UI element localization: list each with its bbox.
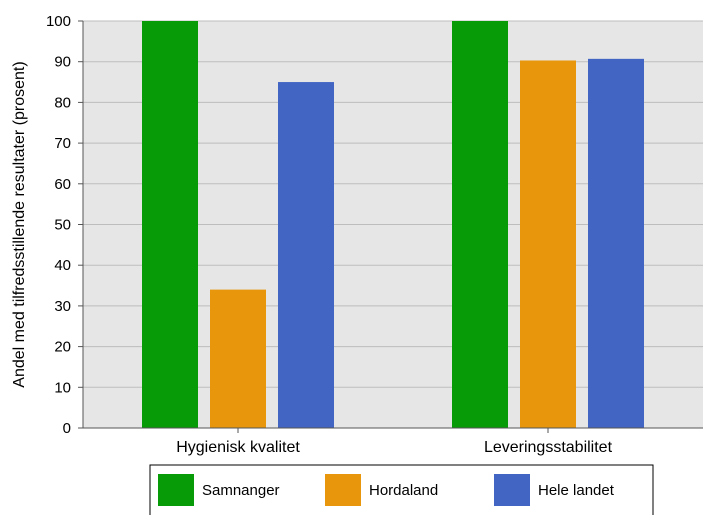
legend-box xyxy=(149,464,654,515)
legend-swatch xyxy=(325,474,361,506)
legend-label: Hordaland xyxy=(369,482,438,499)
legend: Samnanger Hordaland Hele landet xyxy=(149,464,654,515)
bar xyxy=(452,21,508,428)
x-category-label: Leveringsstabilitet xyxy=(484,439,613,456)
y-tick-label: 40 xyxy=(54,257,71,274)
x-category-label: Hygienisk kvalitet xyxy=(176,439,300,456)
legend-label: Samnanger xyxy=(202,482,280,499)
legend-label: Hele landet xyxy=(538,482,615,499)
y-tick-label: 0 xyxy=(63,420,71,437)
axes xyxy=(78,20,703,433)
legend-swatch xyxy=(158,474,194,506)
bar xyxy=(278,82,334,429)
bars xyxy=(142,21,644,429)
y-axis-label: Andel med tilfredsstillende resultater (… xyxy=(11,61,28,387)
bar xyxy=(142,21,198,428)
bar xyxy=(588,58,644,428)
y-tick-label: 60 xyxy=(54,176,71,193)
y-tick-label: 100 xyxy=(46,13,71,30)
y-tick-label: 10 xyxy=(54,379,71,396)
x-category-labels: Hygienisk kvalitet Leveringsstabilitet xyxy=(176,439,612,456)
y-tick-label: 30 xyxy=(54,298,71,315)
y-tick-labels: 0 10 20 30 40 50 60 70 80 90 100 xyxy=(46,13,71,437)
bar xyxy=(520,60,576,428)
y-tick-label: 90 xyxy=(54,54,71,71)
y-tick-label: 20 xyxy=(54,339,71,356)
y-tick-label: 70 xyxy=(54,135,71,152)
y-tick-label: 50 xyxy=(54,217,71,234)
y-tick-label: 80 xyxy=(54,94,71,111)
legend-swatch xyxy=(494,474,530,506)
bar xyxy=(210,289,266,428)
